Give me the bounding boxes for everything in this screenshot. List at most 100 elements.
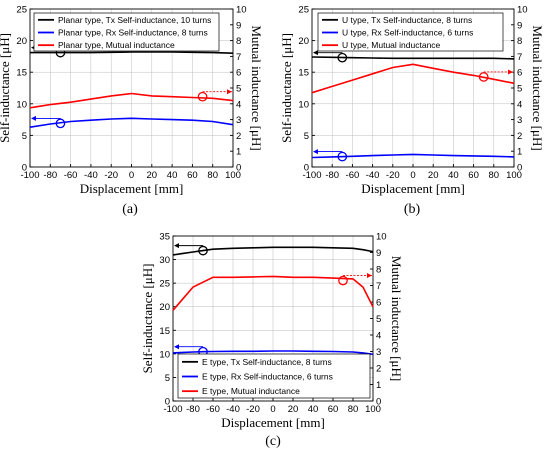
subfigure-caption: (c) [265,434,281,449]
x-tick-label: -60 [64,170,78,181]
y2-tick-label: 0 [517,163,522,174]
series-line-2 [29,117,234,128]
x-tick-label: -60 [346,170,360,181]
y2-tick-label: 10 [236,5,247,16]
y-tick-label: 25 [298,5,309,16]
chart-3: -100 -80 -60 -40 -20 0 20 40 60 80 100051015202530… [140,232,404,450]
legend: U type, Tx Self-inductance, 8 turns U typ… [317,12,504,52]
y2-tick-label: 1 [236,147,241,158]
y-tick-label: 20 [298,36,309,47]
y-axis-label: Self-inductance [μH] [0,33,12,143]
legend: Planar type, Tx Self-inductance, 10 turn… [33,12,220,52]
arrowhead-right [508,69,513,75]
x-tick-label: -80 [325,170,339,181]
y2-axis-label: Mutual inductance [μH] [249,25,264,150]
x-tick-label: -20 [386,170,400,181]
y2-tick-label: 0 [376,397,381,408]
y2-tick-label: 7 [376,281,381,292]
x-axis-label: Displacement [mm] [361,181,465,196]
x-tick-label: 0 [129,170,134,181]
series-line-1 [311,56,515,60]
y2-axis-label: Mutual inductance [μH] [389,256,404,381]
x-axis-label: Displacement [mm] [221,415,325,430]
x-tick-label: -40 [366,170,380,181]
series-marker-circle [338,275,348,286]
y-tick-label: 0 [22,163,27,174]
legend-label: Planar type, Tx Self-inductance, 10 turn… [58,15,211,25]
y2-tick-label: 10 [376,232,387,243]
x-tick-label: 60 [468,170,479,181]
y-tick-label: 10 [298,99,309,110]
y2-tick-label: 1 [517,147,522,158]
y-axis-label: Self-inductance [μH] [140,264,155,374]
x-tick-label: 80 [348,404,359,415]
x-tick-label: 100 [365,404,381,415]
y-tick-label: 20 [16,36,27,47]
x-tick-label: 0 [410,170,415,181]
y2-axis-label: Mutual inductance [μH] [530,25,545,150]
arrowhead-left [313,50,318,56]
x-tick-label: 20 [147,170,158,181]
x-tick-label: 20 [288,404,299,415]
y2-tick-label: 4 [236,99,241,110]
x-tick-label: -20 [246,404,260,415]
y2-tick-label: 6 [236,68,241,79]
legend-label: E type, Tx Self-inductance, 8 turns [202,357,332,367]
y2-tick-label: 6 [376,298,381,309]
y2-tick-label: 6 [517,68,522,79]
y-tick-label: 20 [159,302,170,313]
x-tick-label: -20 [104,170,118,181]
x-tick-label: 60 [328,404,339,415]
y2-tick-label: 3 [236,115,241,126]
legend-label: E type, Mutual inductance [202,386,300,396]
legend-box [317,12,504,52]
y2-tick-label: 9 [376,248,381,259]
y2-tick-label: 8 [517,36,522,47]
y2-tick-label: 7 [236,52,241,63]
arrowhead-right [227,89,232,95]
y-tick-label: 5 [304,131,309,142]
x-tick-label: 80 [207,170,218,181]
x-tick-label: -80 [43,170,57,181]
y-tick-label: 35 [159,232,170,243]
y-tick-label: 15 [298,68,309,79]
y2-tick-label: 8 [236,36,241,47]
y2-tick-label: 5 [517,84,522,95]
y2-tick-label: 4 [376,331,381,342]
arrowhead-right [367,273,372,279]
y2-tick-label: 2 [376,364,381,375]
y-axis-label: Self-inductance [μH] [279,33,294,143]
arrowhead-left [313,149,318,155]
y-tick-label: 30 [159,255,170,266]
series-line-3 [172,275,374,311]
chart-2: -100 -80 -60 -40 -20 0 20 40 60 80 100051015202501… [279,5,545,218]
x-tick-label: -60 [206,404,220,415]
legend-label: Planar type, Rx Self-inductance, 8 turns [58,28,208,38]
legend-box [33,12,220,52]
arrowhead-left [31,115,36,121]
x-axis-label: Displacement [mm] [80,181,184,196]
y-tick-label: 15 [16,68,27,79]
y2-tick-label: 2 [236,131,241,142]
series-line-1 [172,246,374,256]
x-tick-label: 60 [187,170,198,181]
legend-box [177,353,371,399]
x-tick-label: -100 [163,404,182,415]
chart-1: -100 -80 -60 -40 -20 0 20 40 60 80 100051015202501… [0,5,264,218]
x-tick-label: 20 [428,170,439,181]
x-tick-label: 0 [270,404,275,415]
legend-label: U type, Mutual inductance [342,40,441,50]
x-tick-label: 100 [506,170,522,181]
x-tick-label: 100 [225,170,241,181]
y2-tick-label: 4 [517,99,522,110]
legend: E type, Tx Self-inductance, 8 turns E typ… [177,353,371,399]
x-tick-label: -100 [302,170,321,181]
y2-tick-label: 5 [376,314,381,325]
y2-tick-label: 2 [517,131,522,142]
subfigure-caption: (a) [122,202,138,217]
series-line-3 [29,92,234,109]
series-marker-circle [197,91,208,102]
y2-tick-label: 3 [517,115,522,126]
y-tick-label: 10 [16,99,27,110]
